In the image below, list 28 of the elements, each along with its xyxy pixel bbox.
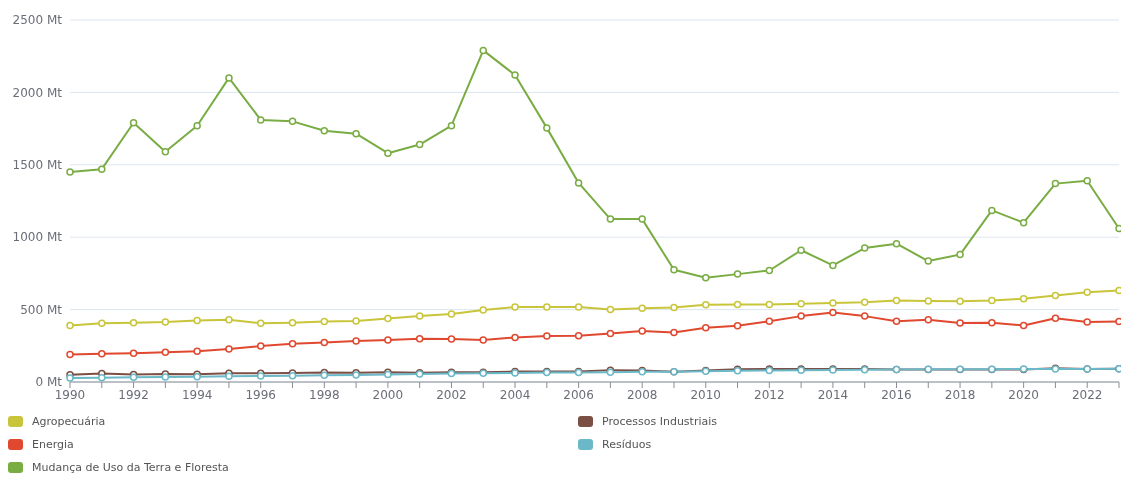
x-tick-label: 2006 [563,387,594,402]
x-tick-label: 2004 [499,387,531,402]
legend-label: Mudança de Uso da Terra e Floresta [32,461,229,474]
x-tick-label: 1994 [181,387,213,402]
x-tick-label: 2008 [626,387,658,402]
x-tick-label: 2022 [1071,387,1103,402]
legend-label: Agropecuária [32,415,106,428]
x-tick-label: 1998 [309,387,340,402]
y-tick-label: 2000 Mt [12,85,63,100]
x-tick-label: 2016 [881,387,912,402]
x-tick-label: 1990 [54,387,86,402]
y-tick-label: 500 Mt [20,302,63,317]
y-tick-label: 2500 Mt [12,13,63,28]
x-tick-label: 1996 [245,387,276,402]
legend-label: Energia [32,438,74,451]
y-tick-label: 0 Mt [35,375,63,390]
x-tick-label: 2000 [372,387,404,402]
x-tick-label: 2014 [817,387,849,402]
x-tick-label: 2018 [944,387,976,402]
x-tick-label: 2010 [690,387,722,402]
x-tick-label: 1992 [118,387,149,402]
x-tick-label: 2020 [1008,387,1039,402]
x-tick-label: 2002 [436,387,467,402]
y-tick-label: 1500 Mt [12,158,63,173]
legend-label: Processos Industriais [602,415,718,428]
y-tick-label: 1000 Mt [12,230,63,245]
legend-label: Resíduos [602,438,652,451]
x-tick-label: 2012 [754,387,785,402]
